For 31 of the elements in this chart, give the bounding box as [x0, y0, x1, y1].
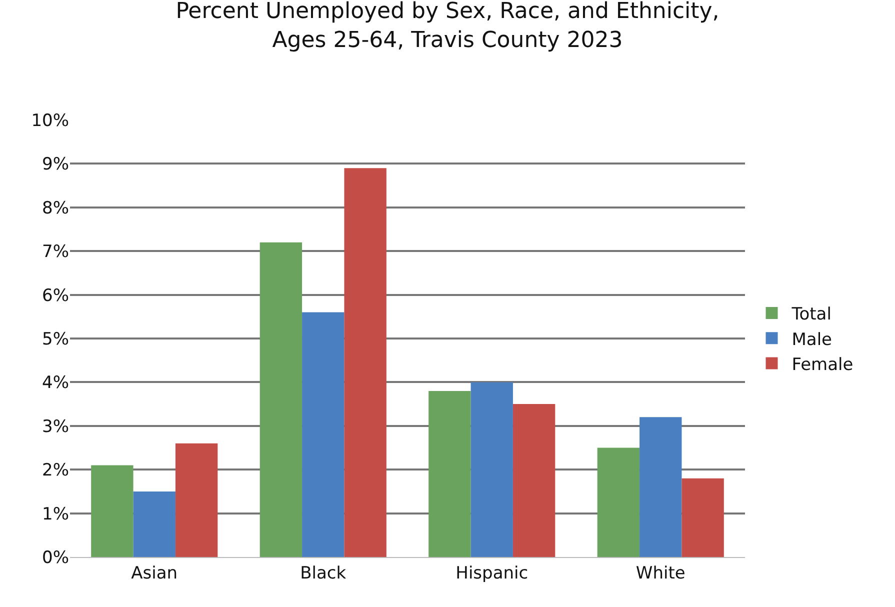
y-tick-label: 7%	[42, 242, 69, 262]
y-tick-label: 5%	[42, 329, 69, 350]
legend-label: Female	[792, 354, 854, 375]
bar	[302, 312, 344, 557]
y-tick-label: 9%	[42, 154, 69, 175]
y-tick-label: 6%	[42, 286, 69, 306]
bar	[428, 390, 471, 557]
y-tick-label: 0%	[42, 548, 69, 568]
y-tick-label: 3%	[42, 416, 69, 437]
bar	[597, 448, 640, 557]
bar	[512, 404, 556, 557]
chart-title: Percent Unemployed by Sex, Race, and Ethnicity, Ages 25-64, Travis County 2023	[176, 0, 720, 53]
y-tick-label: 2%	[42, 460, 69, 481]
bar	[470, 382, 513, 557]
x-tick-label: Black	[300, 563, 346, 584]
x-tick-label: Asian	[131, 563, 178, 584]
bar	[344, 168, 386, 557]
bar	[260, 242, 302, 557]
x-tick-label: Hispanic	[456, 563, 528, 584]
y-tick-label: 10%	[31, 110, 69, 131]
bar	[91, 465, 134, 557]
y-tick-label: 8%	[42, 198, 69, 218]
bar	[682, 478, 724, 557]
legend-label: Total	[790, 304, 832, 325]
y-tick-label: 4%	[42, 373, 69, 394]
bar	[175, 443, 218, 557]
legend-label: Male	[792, 330, 832, 350]
bar	[133, 491, 176, 557]
bar	[640, 417, 682, 557]
y-tick-label: 1%	[42, 504, 69, 524]
x-tick-label: White	[636, 563, 686, 584]
